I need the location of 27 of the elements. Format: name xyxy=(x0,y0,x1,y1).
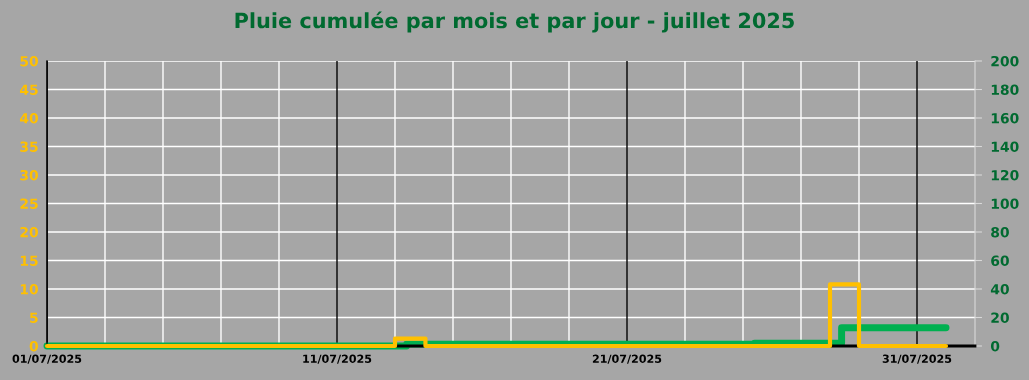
y-tick-label: 40 xyxy=(19,112,38,124)
y-tick-label: 35 xyxy=(20,141,38,152)
x-tick-label: 11/07/2025 xyxy=(303,354,372,364)
y2-tick-label: 180 xyxy=(991,84,1019,95)
y-tick-label: 15 xyxy=(20,255,38,266)
y2-tick-label: 80 xyxy=(991,226,1009,238)
x-tick-label: 01/07/2025 xyxy=(12,354,82,364)
y-tick-label: 10 xyxy=(20,283,38,295)
y2-tick-label: 60 xyxy=(991,255,1009,266)
x-tick-label: 21/07/2025 xyxy=(592,354,662,364)
y-tick-label: 25 xyxy=(20,198,38,209)
y2-tick-label: 120 xyxy=(991,169,1019,181)
y2-tick-label: 0 xyxy=(990,340,1000,352)
y-tick-label: 30 xyxy=(20,169,38,181)
y-tick-label: 0 xyxy=(29,340,38,352)
y-tick-label: 50 xyxy=(20,55,38,67)
chart-title: Pluie cumulée par mois et par jour - juillet 2025 xyxy=(235,11,794,33)
y2-tick-label: 20 xyxy=(991,312,1009,323)
y-tick-label: 20 xyxy=(20,226,38,238)
y-tick-label: 5 xyxy=(30,312,38,323)
y-tick-label: 45 xyxy=(19,84,38,95)
y2-tick-label: 200 xyxy=(991,55,1019,67)
y2-tick-label: 160 xyxy=(991,112,1019,124)
x-tick-label: 31/07/2025 xyxy=(882,354,952,364)
y2-tick-label: 40 xyxy=(990,283,1009,295)
y2-tick-label: 100 xyxy=(991,198,1019,209)
y2-tick-label: 140 xyxy=(991,141,1019,152)
